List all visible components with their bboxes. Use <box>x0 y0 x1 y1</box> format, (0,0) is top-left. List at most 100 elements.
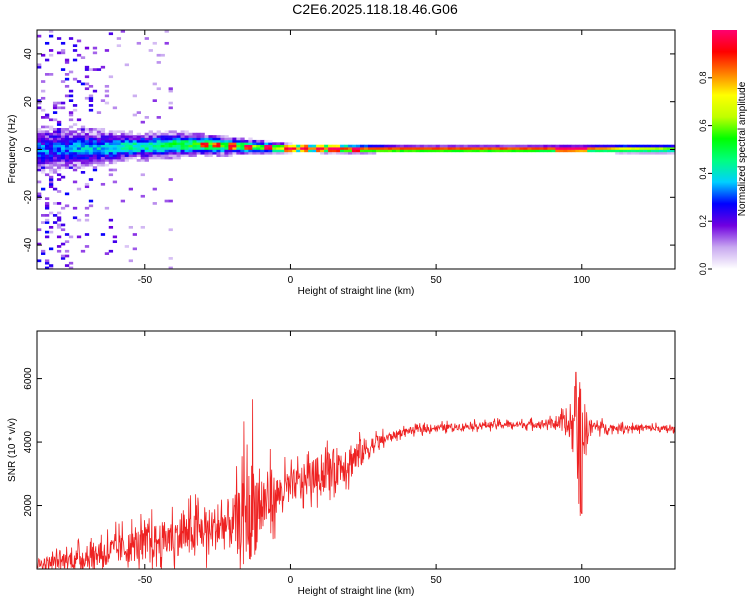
heatmap-cell <box>80 147 86 150</box>
heatmap-cell <box>136 142 141 146</box>
heatmap-cell <box>64 142 70 146</box>
heatmap-cell <box>52 163 58 167</box>
heatmap-cell <box>44 144 50 148</box>
heatmap-cell <box>168 135 173 138</box>
heatmap-cell <box>132 154 137 157</box>
heatmap-cell <box>88 163 94 167</box>
heatmap-cell <box>37 168 42 172</box>
heatmap-cell <box>48 118 54 122</box>
heatmap-cell <box>68 144 74 148</box>
heatmap-cell <box>124 159 130 162</box>
heatmap-cell <box>659 149 664 153</box>
heatmap-cell <box>128 132 133 136</box>
heatmap-cell <box>72 206 78 210</box>
heatmap-cell <box>64 130 70 134</box>
heatmap-cell <box>563 144 568 148</box>
heatmap-cell <box>44 116 50 119</box>
heatmap-cell <box>256 144 261 148</box>
heatmap-cell <box>72 58 78 62</box>
heatmap-cell <box>176 132 181 136</box>
heatmap-cell <box>156 116 161 119</box>
heatmap-cell <box>37 63 42 67</box>
heatmap-cell <box>64 159 70 162</box>
heatmap-cell <box>535 147 540 150</box>
heatmap-cell <box>324 147 329 150</box>
heatmap-cell <box>300 149 305 153</box>
heatmap-cell <box>56 127 62 131</box>
heatmap-cell <box>336 144 341 148</box>
heatmap-cell <box>100 65 106 69</box>
heatmap-cell <box>68 130 74 134</box>
heatmap-cell <box>256 151 261 155</box>
heatmap-cell <box>100 135 106 138</box>
heatmap-cell <box>248 144 253 148</box>
heatmap-cell <box>340 149 345 153</box>
heatmap-cell <box>60 175 66 179</box>
heatmap-cell <box>88 137 94 141</box>
heatmap-cell <box>56 144 62 148</box>
heatmap-cell <box>52 130 58 134</box>
heatmap-cell <box>260 151 265 155</box>
heatmap-cell <box>44 113 50 117</box>
heatmap-cell <box>88 99 94 102</box>
heatmap-cell <box>68 163 74 167</box>
heatmap-cell <box>168 156 173 160</box>
heatmap-cell <box>100 144 106 148</box>
heatmap-cell <box>56 142 62 146</box>
heatmap-cell <box>152 41 157 45</box>
heatmap-cell <box>37 99 42 102</box>
heatmap-cell <box>431 149 437 153</box>
heatmap-cell <box>176 156 181 160</box>
heatmap-cell <box>60 242 66 246</box>
heatmap-cell <box>443 144 449 148</box>
heatmap-cell <box>579 147 584 150</box>
heatmap-cell <box>192 151 197 155</box>
heatmap-cell <box>40 159 46 162</box>
heatmap-cell <box>76 127 82 131</box>
heatmap-cell <box>64 163 70 167</box>
heatmap-cell <box>547 147 552 150</box>
heatmap-cell <box>140 194 145 198</box>
heatmap-cell <box>64 144 70 148</box>
heatmap-cell <box>84 151 90 155</box>
heatmap-cell <box>447 149 452 153</box>
heatmap-cell <box>244 142 249 146</box>
heatmap-cell <box>312 144 317 148</box>
heatmap-cell <box>403 149 409 153</box>
heatmap-cell <box>399 149 405 153</box>
heatmap-cell <box>68 139 74 143</box>
heatmap-cell <box>37 159 42 162</box>
heatmap-cell <box>212 147 217 150</box>
heatmap-cell <box>72 142 78 146</box>
heatmap-cell <box>124 147 130 150</box>
heatmap-cell <box>100 147 106 150</box>
heatmap-cell <box>236 149 241 153</box>
heatmap-cell <box>120 144 126 148</box>
heatmap-cell <box>252 139 257 143</box>
heatmap-cell <box>144 159 149 162</box>
heatmap-cell <box>615 149 620 153</box>
heatmap-cell <box>359 151 365 155</box>
heatmap-cell <box>160 137 165 141</box>
heatmap-cell <box>60 137 66 141</box>
heatmap-cell <box>152 132 157 136</box>
heatmap-cell <box>72 166 78 169</box>
heatmap-cell <box>148 156 153 160</box>
heatmap-cell <box>120 139 126 143</box>
heatmap-cell <box>140 149 145 153</box>
heatmap-cell <box>579 149 584 153</box>
heatmap-cell <box>208 149 213 153</box>
heatmap-cell <box>60 163 66 167</box>
heatmap-cell <box>68 266 74 270</box>
heatmap-cell <box>44 41 50 45</box>
heatmap-cell <box>172 139 177 143</box>
heatmap-cell <box>128 135 133 138</box>
heatmap-cell <box>387 144 393 148</box>
heatmap-cell <box>108 137 114 141</box>
heatmap-cell <box>383 149 389 153</box>
heatmap-cell <box>60 41 66 45</box>
heatmap-cell <box>44 163 50 167</box>
heatmap-cell <box>84 245 90 248</box>
heatmap-cell <box>76 135 82 138</box>
heatmap-cell <box>104 163 110 167</box>
